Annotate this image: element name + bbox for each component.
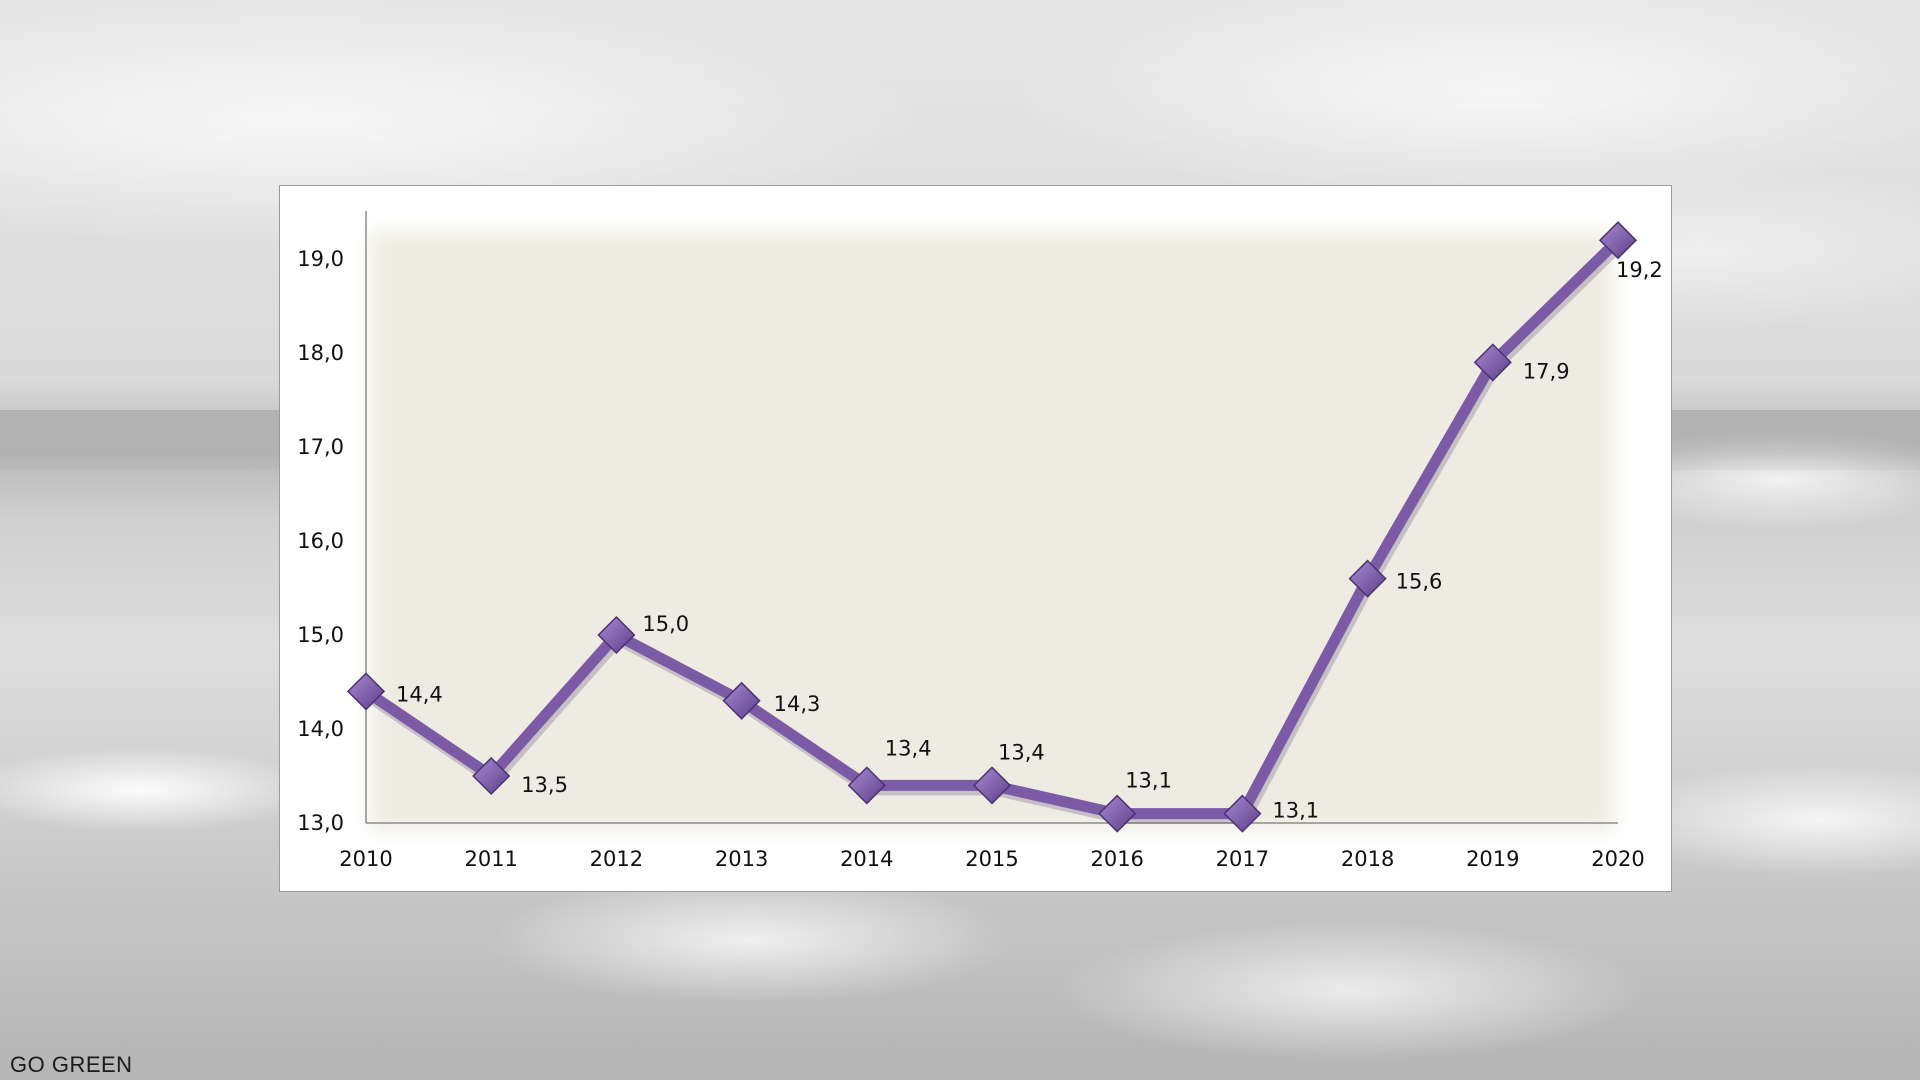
x-tick-label: 2017	[1216, 847, 1269, 871]
data-label: 13,4	[998, 740, 1045, 764]
y-tick-label: 18,0	[297, 341, 344, 365]
data-point-marker	[847, 766, 886, 805]
brand-footer: GO GREEN	[10, 1052, 133, 1077]
data-point-marker	[1223, 794, 1262, 833]
data-markers	[346, 221, 1638, 833]
y-tick-label: 13,0	[297, 811, 344, 835]
plot-area	[370, 231, 1615, 831]
data-point-marker	[1598, 221, 1638, 260]
y-tick-label: 17,0	[297, 435, 344, 459]
data-label: 13,4	[885, 736, 932, 760]
x-tick-label: 2015	[965, 847, 1018, 871]
x-tick-label: 2012	[590, 847, 643, 871]
data-point-marker	[1098, 794, 1137, 833]
data-label: 14,3	[774, 692, 821, 716]
data-point-marker	[1348, 559, 1387, 598]
x-axis-ticks: 2010 2011 2012 2013 2014 2015 2016 2017 2018 2019…	[339, 847, 1644, 871]
data-point-marker	[472, 756, 511, 796]
y-axis-ticks: 13,0 14,0 15,0 16,0 17,0 18,0 19,0	[297, 247, 344, 835]
x-tick-label: 2018	[1341, 847, 1394, 871]
data-label: 13,1	[1125, 769, 1172, 793]
data-point-marker	[722, 681, 761, 720]
data-point-marker	[1473, 343, 1512, 382]
x-tick-label: 2019	[1466, 847, 1519, 871]
y-tick-label: 19,0	[297, 247, 344, 271]
x-tick-label: 2014	[840, 847, 893, 871]
axes	[365, 211, 1618, 824]
x-tick-label: 2010	[339, 847, 392, 871]
data-label: 17,9	[1523, 359, 1570, 383]
line-chart: 13,014,015,016,017,018,019,0 2010 2011 201…	[297, 211, 1663, 871]
data-label: 19,2	[1616, 258, 1663, 282]
data-point-marker	[346, 672, 386, 711]
x-tick-label: 2020	[1591, 847, 1644, 871]
y-tick-label: 14,0	[297, 717, 344, 741]
data-label: 15,0	[642, 612, 689, 636]
data-label: 14,4	[396, 682, 443, 706]
x-tick-label: 2013	[715, 847, 768, 871]
x-tick-label: 2016	[1090, 847, 1143, 871]
data-point-marker	[972, 766, 1012, 805]
chart-card: 13,0 14,0 15,0 16,0 17,0 18,0 19,0 2010 2011 201…	[279, 185, 1672, 892]
data-point-marker	[597, 615, 636, 655]
data-label: 15,6	[1396, 570, 1443, 594]
x-tick-label: 2011	[464, 847, 517, 871]
data-label: 13,1	[1272, 799, 1319, 823]
y-tick-label: 16,0	[297, 529, 344, 553]
data-labels: 14,4 13,5 15,0 14,3 13,4 13,4 13,1 13,1 15,6 17,9…	[396, 258, 1663, 822]
data-label: 13,5	[521, 773, 568, 797]
y-tick-label: 15,0	[297, 623, 344, 647]
